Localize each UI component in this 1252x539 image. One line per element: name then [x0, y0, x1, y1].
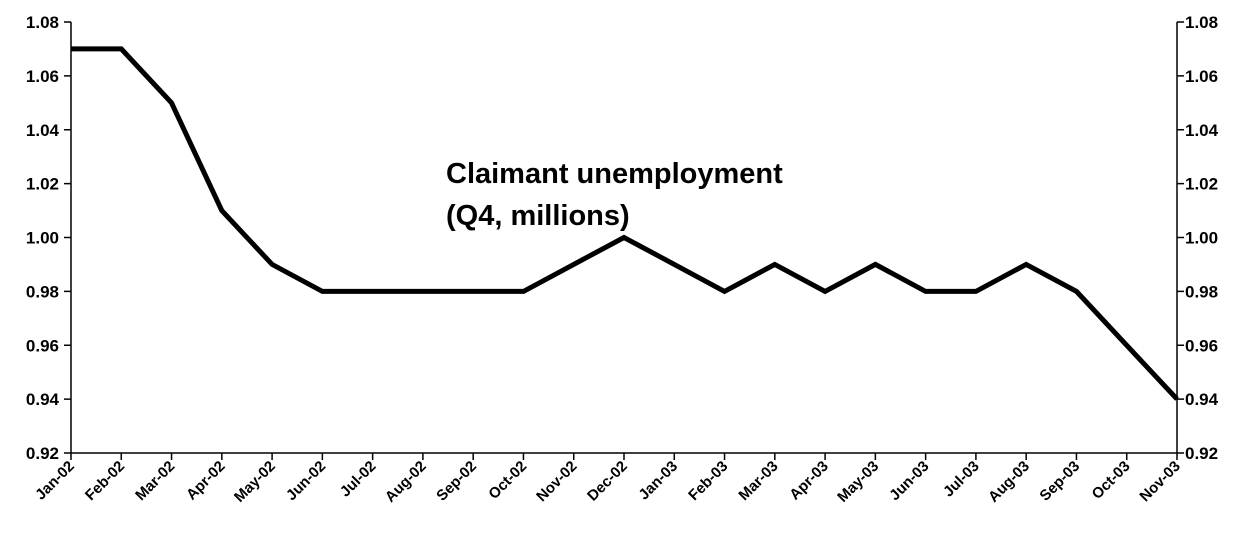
y-tick-label-left: 0.94 — [26, 390, 60, 409]
x-tick-label: Sep-03 — [1036, 458, 1083, 505]
y-tick-label-left: 1.06 — [26, 67, 59, 86]
y-axis-right: 0.92 0.94 0.96 0.98 1.00 1.02 1.04 1.06 1.08 — [1177, 13, 1219, 463]
x-tick-label: Mar-03 — [735, 458, 781, 504]
x-tick-label: Jan-02 — [32, 458, 78, 504]
x-tick-label: Aug-02 — [382, 458, 430, 506]
y-tick-label-left: 0.92 — [26, 444, 59, 463]
x-tick-label: Jun-02 — [283, 458, 329, 504]
x-tick-label: Apr-02 — [183, 458, 229, 504]
x-tick-label: Oct-02 — [485, 458, 530, 503]
x-tick-label: Aug-03 — [985, 458, 1033, 506]
y-tick-label-right: 0.94 — [1185, 390, 1219, 409]
series-group — [71, 46, 1179, 401]
x-tick-label: Jul-02 — [337, 458, 380, 501]
y-tick-label-left: 1.02 — [26, 175, 59, 194]
y-tick-label-right: 0.98 — [1185, 282, 1218, 301]
series-line — [71, 46, 1179, 401]
y-tick-label-left: 0.98 — [26, 282, 59, 301]
x-tick-label: Jan-03 — [635, 458, 681, 504]
y-tick-label-right: 0.92 — [1185, 444, 1218, 463]
x-tick-label: Sep-02 — [433, 458, 480, 505]
x-tick-label: May-02 — [231, 458, 279, 506]
y-tick-label-left: 1.00 — [26, 229, 59, 248]
y-tick-label-right: 0.96 — [1185, 336, 1218, 355]
x-tick-label: Mar-02 — [132, 458, 178, 504]
x-tick-label: Oct-03 — [1089, 458, 1134, 503]
x-tick-label: Nov-02 — [533, 458, 580, 505]
x-tick-label: Nov-03 — [1136, 458, 1183, 505]
y-tick-label-left: 0.96 — [26, 336, 59, 355]
x-tick-label: Feb-03 — [685, 458, 731, 504]
x-tick-label: Dec-02 — [584, 458, 631, 505]
y-tick-label-left: 1.08 — [26, 13, 59, 32]
x-tick-label: Apr-03 — [786, 458, 832, 504]
x-tick-label: Feb-02 — [82, 458, 128, 504]
x-tick-label: May-03 — [834, 458, 882, 506]
y-tick-label-right: 1.08 — [1185, 13, 1218, 32]
y-tick-label-right: 1.06 — [1185, 67, 1218, 86]
y-tick-label-right: 1.00 — [1185, 229, 1218, 248]
x-tick-label: Jun-03 — [886, 458, 932, 504]
annotation-line-2: (Q4, millions) — [446, 200, 630, 232]
annotation-line-1: Claimant unemployment — [446, 158, 783, 190]
x-tick-label: Jul-03 — [940, 458, 983, 501]
x-axis: Jan-02 Feb-02 Mar-02 Apr-02 May-02 Jun-02 Jul-… — [32, 453, 1184, 506]
y-tick-label-right: 1.04 — [1185, 121, 1219, 140]
y-tick-label-left: 1.04 — [26, 121, 60, 140]
y-axis-left: 0.92 0.94 0.96 0.98 1.00 1.02 1.04 1.06 1.08 — [26, 13, 71, 463]
y-tick-label-right: 1.02 — [1185, 175, 1218, 194]
